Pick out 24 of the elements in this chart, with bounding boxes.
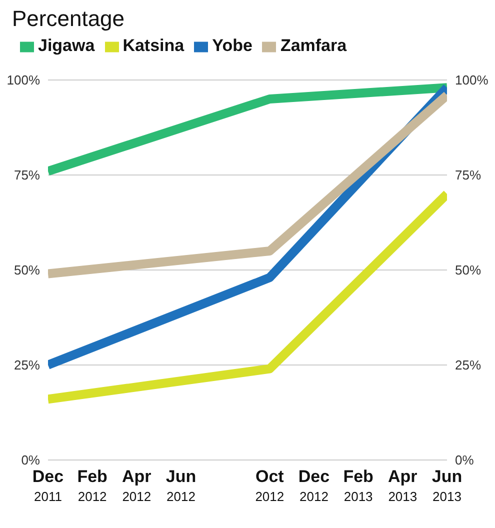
y2-tick-label: 50% [455,262,482,278]
x-tick-label: Feb 2012 [77,467,108,504]
x-tick-label: Dec 2012 [298,467,330,504]
y-tick-label: 50% [14,262,40,278]
legend-label: Jigawa [38,36,95,55]
chart-title: Percentage [11,5,126,33]
x-tick-label: Jun 2013 [432,467,462,504]
legend-label: Katsina [122,36,184,55]
y2-tick-label: 0% [455,452,474,468]
x-tick-label: Apr 2012 [122,467,152,504]
y2-tick-label: 75% [455,168,482,183]
x-tick-label: Apr 2013 [388,467,418,504]
x-tick-label: Feb 2013 [343,467,374,504]
legend-label: Zamfara [280,36,347,55]
y-tick-label: 25% [14,358,40,373]
legend-label: Yobe [212,36,252,55]
x-tick-label: Oct 2012 [255,467,284,504]
y-tick-label: 100% [6,72,40,88]
y2-tick-label: 25% [455,358,482,373]
y-tick-label: 75% [14,168,40,183]
x-tick-label: Dec 2011 [32,467,64,504]
y-tick-label: 0% [21,452,40,468]
x-tick-label: Jun 2012 [166,467,196,504]
y2-tick-label: 100% [455,72,489,88]
